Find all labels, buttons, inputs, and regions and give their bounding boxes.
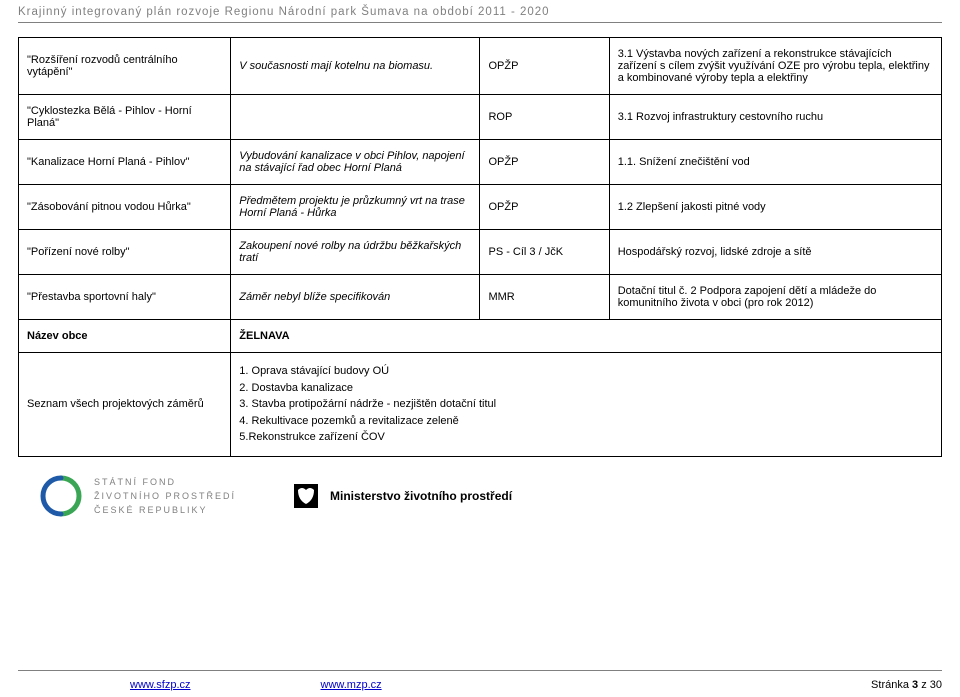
table-row: "Zásobování pitnou vodou Hůrka" Předměte… — [19, 185, 942, 230]
project-prog-cell: OPŽP — [480, 140, 609, 185]
table-row: "Cyklostezka Bělá - Pihlov - Horní Planá… — [19, 95, 942, 140]
project-desc-cell: Vybudování kanalizace v obci Pihlov, nap… — [231, 140, 480, 185]
project-name-cell: "Kanalizace Horní Planá - Pihlov" — [19, 140, 231, 185]
project-prog-cell: OPŽP — [480, 38, 609, 95]
list-item: 5.Rekonstrukce zařízení ČOV — [239, 429, 933, 446]
project-desc-cell: Předmětem projektu je průzkumný vrt na t… — [231, 185, 480, 230]
municipality-label-cell: Název obce — [19, 320, 231, 353]
table-row: "Přestavba sportovní haly" Záměr nebyl b… — [19, 275, 942, 320]
project-prog-cell: ROP — [480, 95, 609, 140]
project-detail-cell: 1.1. Snížení znečištění vod — [609, 140, 941, 185]
project-prog-cell: OPŽP — [480, 185, 609, 230]
list-item: 2. Dostavba kanalizace — [239, 380, 933, 397]
document-header: Krajinný integrovaný plán rozvoje Region… — [0, 0, 960, 20]
project-prog-cell: PS - Cíl 3 / JčK — [480, 230, 609, 275]
project-desc-cell: Záměr nebyl blíže specifikován — [231, 275, 480, 320]
project-name-cell: "Rozšíření rozvodů centrálního vytápění" — [19, 38, 231, 95]
municipality-list-row: Seznam všech projektových záměrů 1. Opra… — [19, 353, 942, 457]
footer: www.sfzp.cz www.mzp.cz — [0, 679, 960, 691]
sfzp-line2: ŽIVOTNÍHO PROSTŘEDÍ — [94, 489, 236, 503]
project-name-cell: "Pořízení nové rolby" — [19, 230, 231, 275]
municipality-list-label-cell: Seznam všech projektových záměrů — [19, 353, 231, 457]
list-item: 3. Stavba protipožární nádrže - nezjiště… — [239, 396, 933, 413]
project-prog-cell: MMR — [480, 275, 609, 320]
project-desc-cell — [231, 95, 480, 140]
project-detail-cell: 3.1 Výstavba nových zařízení a rekonstru… — [609, 38, 941, 95]
project-detail-cell: Dotační titul č. 2 Podpora zapojení dětí… — [609, 275, 941, 320]
sfzp-link[interactable]: www.sfzp.cz — [130, 679, 191, 691]
table-row: "Rozšíření rozvodů centrálního vytápění"… — [19, 38, 942, 95]
table-row: "Pořízení nové rolby" Zakoupení nové rol… — [19, 230, 942, 275]
mzp-text: Ministerstvo životního prostředí — [330, 489, 512, 503]
page-prefix: Stránka — [871, 679, 912, 691]
project-detail-cell: 3.1 Rozvoj infrastruktury cestovního ruc… — [609, 95, 941, 140]
projects-table: "Rozšíření rozvodů centrálního vytápění"… — [18, 37, 942, 457]
sfzp-line3: ČESKÉ REPUBLIKY — [94, 503, 236, 517]
list-item: 1. Oprava stávající budovy OÚ — [239, 363, 933, 380]
page-suffix: z 30 — [918, 679, 942, 691]
sfzp-swirl-icon — [40, 475, 82, 517]
sfzp-line1: STÁTNÍ FOND — [94, 475, 236, 489]
header-divider — [18, 22, 942, 23]
logos-row: STÁTNÍ FOND ŽIVOTNÍHO PROSTŘEDÍ ČESKÉ RE… — [40, 475, 942, 518]
sfzp-logo: STÁTNÍ FOND ŽIVOTNÍHO PROSTŘEDÍ ČESKÉ RE… — [40, 475, 236, 518]
project-detail-cell: 1.2 Zlepšení jakosti pitné vody — [609, 185, 941, 230]
mzp-emblem-icon — [292, 482, 320, 510]
mzp-link[interactable]: www.mzp.cz — [321, 679, 382, 691]
table-row: "Kanalizace Horní Planá - Pihlov" Vybudo… — [19, 140, 942, 185]
municipality-name-cell: ŽELNAVA — [231, 320, 942, 353]
page-number: Stránka 3 z 30 — [871, 679, 942, 691]
list-item: 4. Rekultivace pozemků a revitalizace ze… — [239, 413, 933, 430]
footer-divider — [18, 670, 942, 671]
project-name-cell: "Cyklostezka Bělá - Pihlov - Horní Planá… — [19, 95, 231, 140]
project-name-cell: "Přestavba sportovní haly" — [19, 275, 231, 320]
project-name-cell: "Zásobování pitnou vodou Hůrka" — [19, 185, 231, 230]
municipality-name-row: Název obce ŽELNAVA — [19, 320, 942, 353]
sfzp-text: STÁTNÍ FOND ŽIVOTNÍHO PROSTŘEDÍ ČESKÉ RE… — [94, 475, 236, 518]
municipality-list-cell: 1. Oprava stávající budovy OÚ 2. Dostavb… — [231, 353, 942, 457]
project-desc-cell: Zakoupení nové rolby na údržbu běžkařský… — [231, 230, 480, 275]
project-detail-cell: Hospodářský rozvoj, lidské zdroje a sítě — [609, 230, 941, 275]
mzp-logo: Ministerstvo životního prostředí — [292, 482, 512, 510]
project-desc-cell: V současnosti mají kotelnu na biomasu. — [231, 38, 480, 95]
